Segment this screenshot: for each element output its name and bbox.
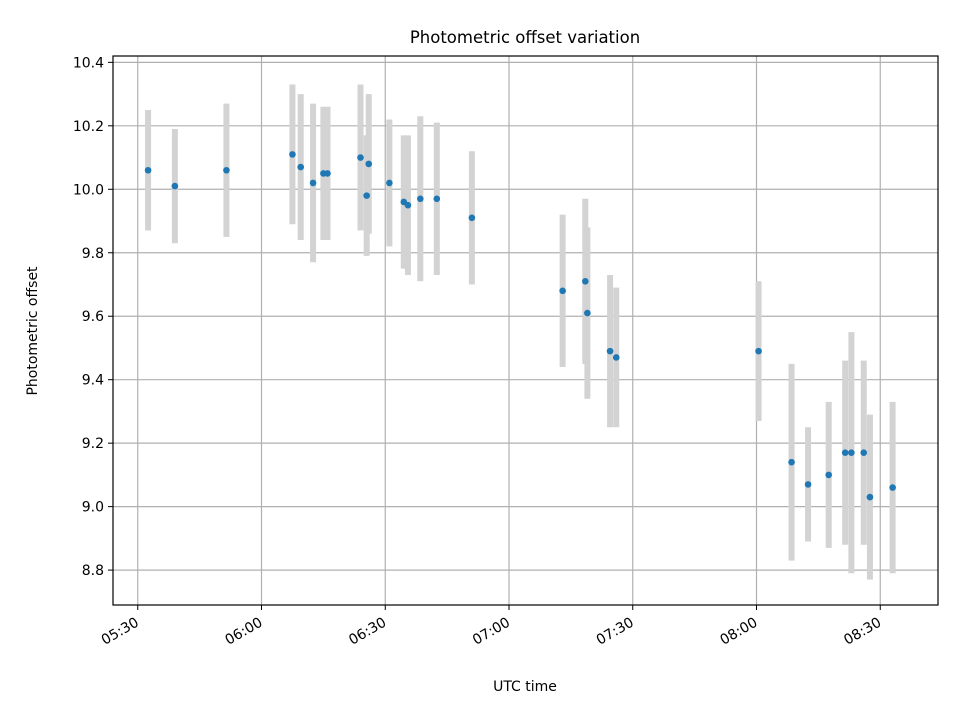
data-point (223, 166, 230, 174)
data-point (860, 449, 868, 456)
chart-title: Photometric offset variation (410, 28, 640, 47)
y-tick-label: 9.6 (82, 309, 104, 325)
data-points (144, 151, 896, 501)
data-point (606, 347, 614, 355)
y-tick-label: 9.4 (82, 373, 104, 389)
data-point (612, 354, 620, 361)
data-point (788, 458, 795, 466)
data-point (866, 493, 874, 501)
data-point (144, 166, 152, 174)
data-point (559, 287, 566, 295)
data-point (324, 170, 331, 177)
data-point (404, 201, 412, 209)
y-axis-label: Photometric offset (25, 266, 41, 396)
data-point (755, 347, 762, 355)
y-tick-label: 9.0 (82, 500, 104, 516)
y-tick-label: 9.2 (82, 436, 104, 452)
data-point (584, 309, 591, 317)
data-point (841, 449, 849, 456)
y-tick-label: 10.0 (73, 182, 104, 198)
data-point (297, 163, 304, 171)
data-point (417, 195, 424, 203)
data-point (433, 195, 441, 203)
axis-ticks: 05:30 06:00 06:30 07:00 07:30 08:00 08:308.89.… (73, 55, 884, 648)
data-point (848, 449, 855, 456)
data-point (363, 192, 370, 199)
data-point (825, 471, 832, 479)
y-tick-label: 8.8 (82, 563, 104, 579)
y-tick-label: 10.4 (73, 55, 104, 71)
x-axis-label: UTC time (493, 679, 557, 695)
data-point (582, 278, 589, 285)
data-point (386, 179, 393, 187)
data-point (365, 160, 373, 168)
plot-frame (112, 55, 939, 606)
data-point (357, 154, 364, 161)
data-point (804, 481, 812, 488)
data-point (889, 484, 896, 491)
data-point (289, 151, 296, 158)
y-tick-label: 10.2 (73, 119, 104, 135)
data-point (468, 214, 476, 222)
y-tick-label: 9.8 (82, 246, 104, 262)
data-point (309, 179, 317, 187)
data-point (171, 182, 179, 190)
